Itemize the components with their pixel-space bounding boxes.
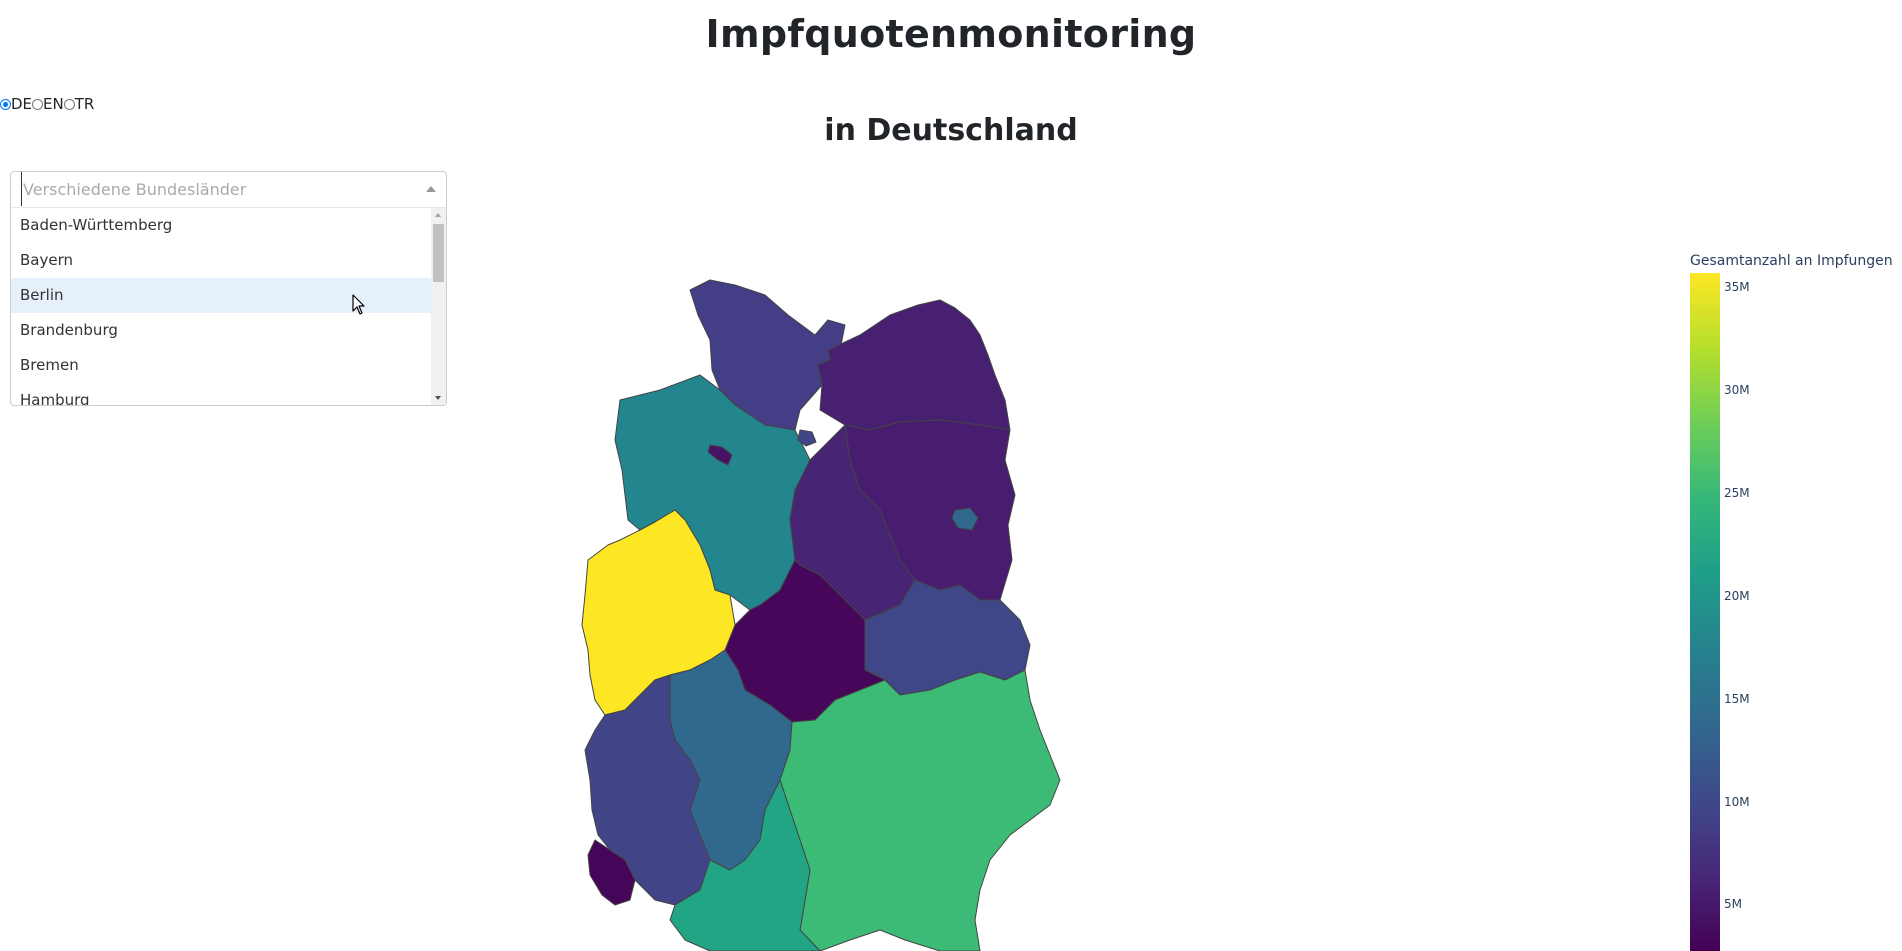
- state-saarland[interactable]: [587, 839, 636, 906]
- colorbar-tick: 15M: [1724, 692, 1750, 706]
- dropdown-option[interactable]: Bremen: [20, 356, 79, 374]
- dropdown-control[interactable]: [11, 172, 446, 208]
- radio-en[interactable]: [32, 98, 44, 110]
- state-dropdown[interactable]: Baden-Württemberg Bayern Berlin Brandenb…: [10, 171, 447, 406]
- dropdown-option[interactable]: Bayern: [20, 251, 73, 269]
- radio-option-en[interactable]: EN: [32, 95, 64, 113]
- colorbar-title: Gesamtanzahl an Impfungen: [1690, 253, 1893, 269]
- dropdown-menu: Baden-Württemberg Bayern Berlin Brandenb…: [11, 208, 431, 405]
- dropdown-option-focused[interactable]: Berlin: [11, 278, 431, 313]
- dropdown-option[interactable]: Hamburg: [20, 391, 90, 405]
- colorbar-tick: 5M: [1724, 897, 1742, 911]
- radio-label-tr: TR: [74, 95, 95, 113]
- germany-choropleth-map[interactable]: [560, 260, 1100, 951]
- state-search-input[interactable]: [21, 172, 413, 206]
- radio-label-de: DE: [11, 95, 33, 113]
- colorbar: [1690, 273, 1720, 951]
- colorbar-tick: 30M: [1724, 383, 1750, 397]
- dropdown-scrollbar[interactable]: [431, 208, 446, 405]
- colorbar-tick: 25M: [1724, 486, 1750, 500]
- page-subtitle: in Deutschland: [824, 113, 1078, 148]
- radio-option-de[interactable]: DE: [0, 95, 32, 113]
- state-bremen[interactable]: [707, 444, 733, 466]
- caret-up-icon[interactable]: [426, 186, 436, 192]
- radio-label-en: EN: [43, 95, 64, 113]
- state-baden-wuerttemberg[interactable]: [669, 779, 821, 951]
- dropdown-option[interactable]: Baden-Württemberg: [20, 216, 173, 234]
- colorbar-tick: 20M: [1724, 589, 1750, 603]
- state-mecklenburg-vorpommern[interactable]: [817, 299, 1011, 431]
- scroll-up-icon[interactable]: [435, 213, 441, 217]
- radio-de[interactable]: [0, 98, 11, 110]
- radio-tr[interactable]: [63, 98, 75, 110]
- state-berlin[interactable]: [951, 507, 979, 531]
- radio-option-tr[interactable]: TR: [63, 95, 95, 113]
- scrollbar-thumb[interactable]: [433, 224, 444, 282]
- dropdown-option[interactable]: Brandenburg: [20, 321, 118, 339]
- colorbar-tick: 10M: [1724, 795, 1750, 809]
- page-title: Impfquotenmonitoring: [705, 12, 1197, 56]
- state-hamburg[interactable]: [797, 429, 817, 447]
- mouse-pointer-icon: [352, 294, 365, 315]
- scroll-down-icon[interactable]: [435, 396, 441, 400]
- colorbar-tick: 35M: [1724, 280, 1750, 294]
- language-radio-group: DE EN TR: [0, 94, 94, 114]
